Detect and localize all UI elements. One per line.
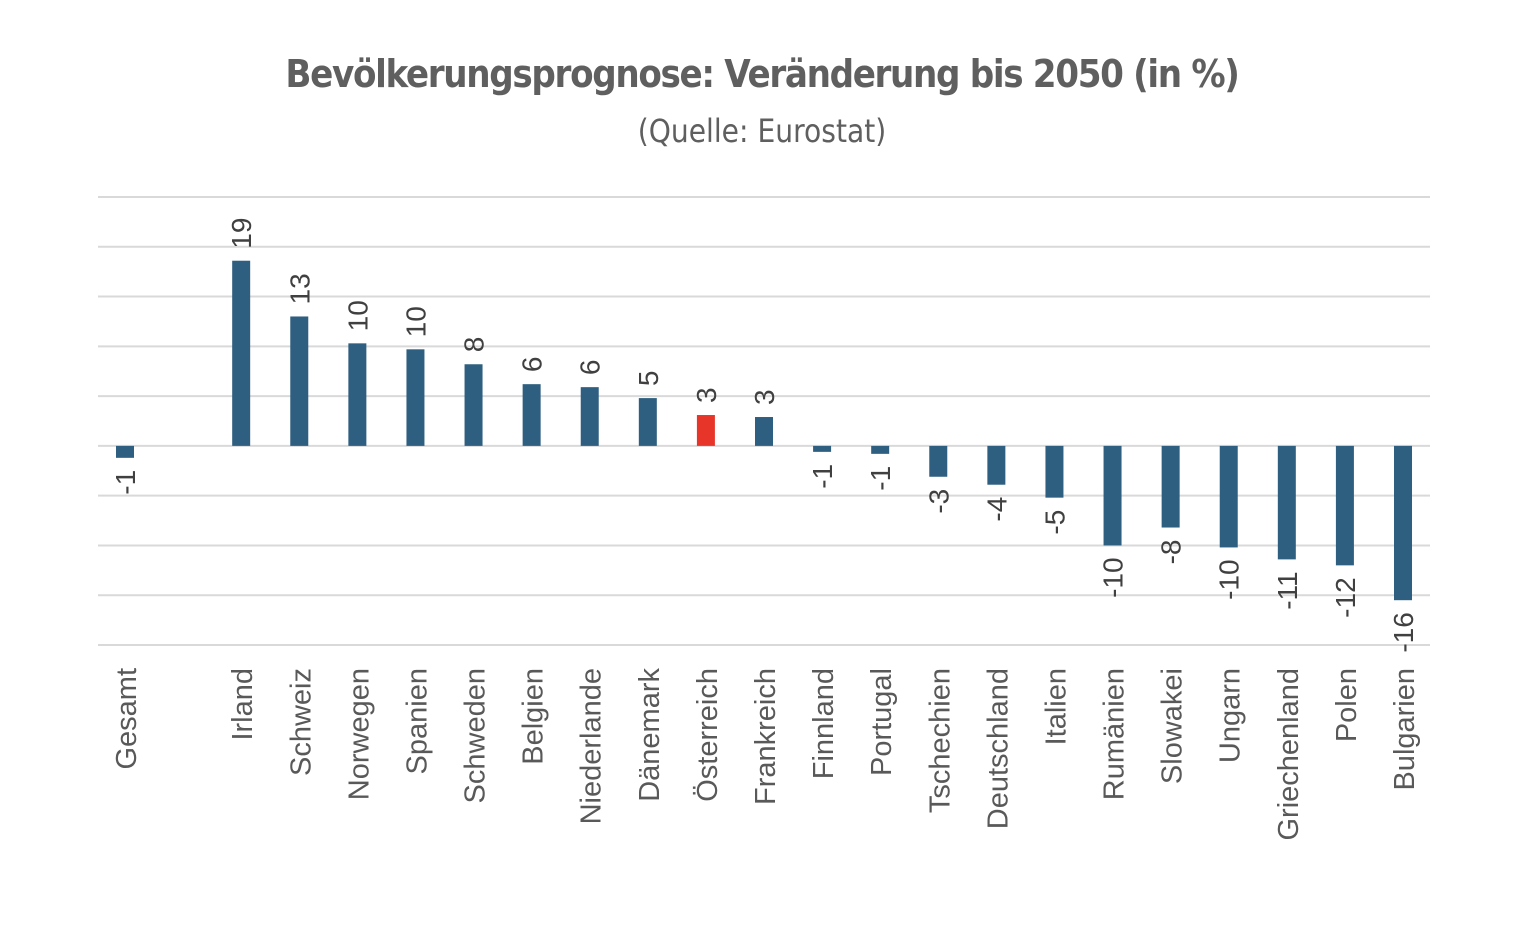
category-label: Gesamt bbox=[111, 668, 143, 770]
bar-portugal bbox=[871, 445, 890, 454]
category-label: Portugal bbox=[866, 668, 898, 776]
category-label: Irland bbox=[227, 668, 259, 741]
category-label: Slowakei bbox=[1157, 668, 1189, 784]
data-label: 6 bbox=[517, 357, 548, 373]
category-label: Schweiz bbox=[285, 668, 317, 776]
category-label: Italien bbox=[1040, 668, 1072, 745]
bar-tschechien bbox=[929, 445, 948, 477]
chart-title: Bevölkerungsprognose: Veränderung bis 20… bbox=[285, 52, 1239, 96]
data-label: 5 bbox=[633, 371, 664, 387]
bar-griechenland bbox=[1277, 445, 1296, 560]
category-label: Ungarn bbox=[1215, 668, 1247, 763]
category-label: Rumänien bbox=[1099, 668, 1131, 800]
data-label: 10 bbox=[342, 300, 373, 331]
category-label: Österreich bbox=[692, 668, 724, 802]
data-label: -1 bbox=[110, 470, 141, 495]
data-labels: -1 19 13 10 10 8 6 6 5 3 3 -1 -1 -3 -4 -5 -10 -8 -10 -11 -12… bbox=[110, 218, 1419, 653]
bar-irland bbox=[232, 260, 251, 446]
bar-deutschland bbox=[987, 445, 1006, 485]
bars bbox=[116, 260, 1412, 601]
bar-dänemark bbox=[638, 398, 657, 446]
bar-frankreich bbox=[755, 417, 773, 446]
category-label: Deutschland bbox=[982, 668, 1014, 829]
bar-gesamt bbox=[116, 445, 134, 458]
category-label: Belgien bbox=[518, 668, 550, 765]
bar-bulgarien bbox=[1394, 445, 1412, 601]
chart-subtitle: (Quelle: Eurostat) bbox=[637, 112, 887, 150]
category-label: Spanien bbox=[401, 668, 433, 774]
category-label: Tschechien bbox=[924, 668, 956, 813]
bar-finnland bbox=[813, 445, 832, 452]
data-label: -5 bbox=[1039, 510, 1070, 535]
data-label: 6 bbox=[575, 360, 606, 376]
category-label: Finnland bbox=[808, 668, 840, 779]
category-label: Dänemark bbox=[634, 668, 666, 802]
bar-norwegen bbox=[348, 343, 367, 446]
category-labels: Gesamt Irland Schweiz Norwegen Spanien Schwed… bbox=[111, 668, 1421, 841]
data-label: 19 bbox=[226, 218, 257, 249]
data-label: -10 bbox=[1098, 557, 1129, 597]
bar-schweden bbox=[464, 364, 483, 446]
bar-rumänien bbox=[1103, 445, 1122, 546]
category-label: Polen bbox=[1331, 668, 1363, 742]
category-label: Bulgarien bbox=[1389, 668, 1421, 791]
data-label: -10 bbox=[1214, 559, 1245, 599]
bar-slowakei bbox=[1161, 445, 1180, 528]
bar-spanien bbox=[406, 349, 425, 446]
data-label: -8 bbox=[1156, 540, 1187, 565]
category-label: Norwegen bbox=[343, 668, 375, 800]
data-label: -12 bbox=[1330, 577, 1361, 617]
bar-niederlande bbox=[580, 387, 599, 446]
data-label: -16 bbox=[1388, 612, 1419, 652]
category-label: Niederlande bbox=[576, 668, 608, 824]
bar-schweiz bbox=[290, 316, 309, 446]
data-label: 10 bbox=[400, 306, 431, 337]
category-label: Schweden bbox=[460, 668, 492, 803]
data-label: 3 bbox=[691, 387, 722, 403]
data-label: -11 bbox=[1272, 571, 1303, 609]
category-label: Frankreich bbox=[750, 668, 782, 805]
data-label: 8 bbox=[459, 337, 490, 353]
bar-italien bbox=[1045, 445, 1064, 498]
category-label: Griechenland bbox=[1273, 668, 1305, 841]
data-label: -4 bbox=[981, 497, 1012, 522]
bar-polen bbox=[1335, 445, 1354, 566]
data-label: 3 bbox=[749, 389, 780, 405]
gridlines bbox=[98, 196, 1430, 646]
data-label: -3 bbox=[923, 489, 954, 514]
data-label: 13 bbox=[284, 273, 315, 304]
bar-ungarn bbox=[1219, 445, 1238, 548]
data-label: -1 bbox=[807, 464, 838, 489]
bar-österreich bbox=[696, 415, 715, 446]
bar-belgien bbox=[522, 384, 541, 446]
data-label: -1 bbox=[865, 466, 896, 491]
